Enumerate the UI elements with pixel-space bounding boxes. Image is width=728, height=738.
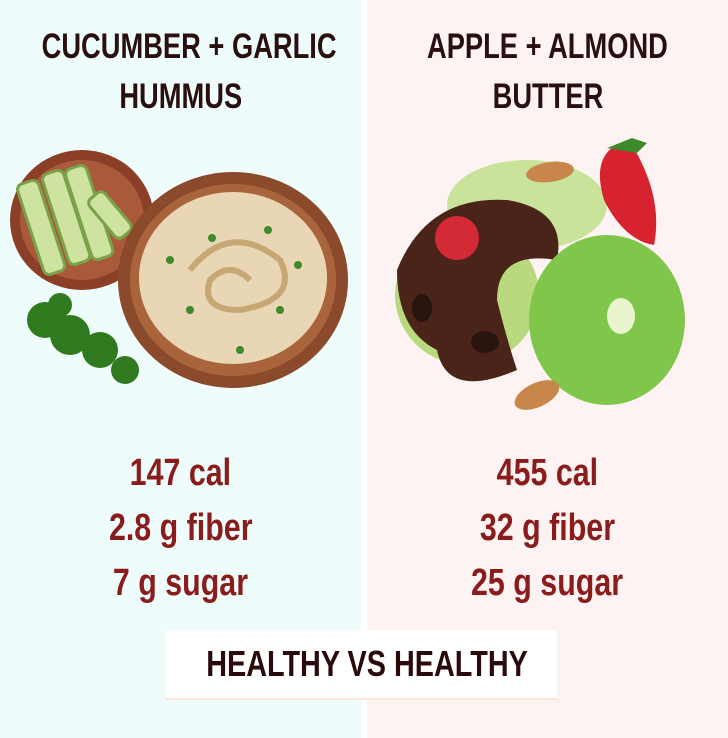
calories-stat: 455 cal: [496, 452, 599, 494]
apple-almond-image: [395, 138, 685, 410]
comparison-label: HEALTHY VS HEALTHY: [166, 630, 557, 700]
right-stats: 455 cal 32 g fiber 25 g sugar: [367, 446, 728, 611]
hummus-image: [10, 150, 348, 388]
left-stats: 147 cal 2.8 g fiber 7 g sugar: [0, 446, 361, 611]
sugar-stat: 25 g sugar: [471, 562, 624, 604]
sugar-stat: 7 g sugar: [112, 562, 249, 604]
left-title: CUCUMBER + GARLIC HUMMUS: [41, 27, 337, 116]
left-panel: CUCUMBER + GARLIC HUMMUS 147 cal 2.8 g f…: [0, 0, 361, 738]
right-panel: APPLE + ALMOND BUTTER 455 cal 32 g fiber…: [367, 0, 728, 738]
calories-stat: 147 cal: [129, 452, 232, 494]
fiber-stat: 32 g fiber: [479, 507, 616, 549]
right-title: APPLE + ALMOND BUTTER: [427, 27, 668, 116]
fiber-stat: 2.8 g fiber: [108, 507, 253, 549]
